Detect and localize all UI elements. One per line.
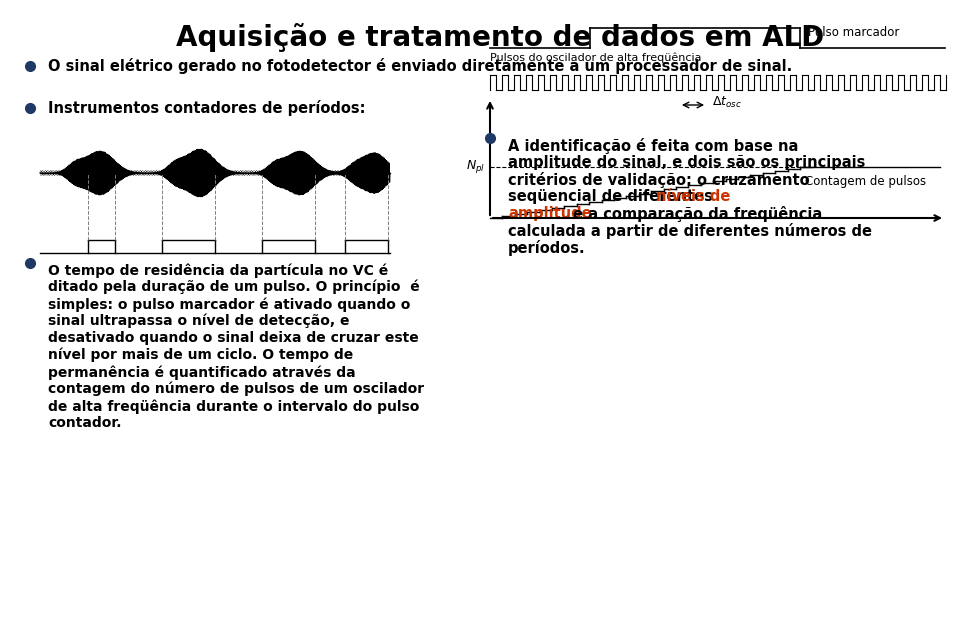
Text: O sinal elétrico gerado no fotodetector é enviado diretamente a um processador d: O sinal elétrico gerado no fotodetector … <box>48 58 792 74</box>
Text: Contagem de pulsos: Contagem de pulsos <box>805 175 926 188</box>
Text: de alta freqüência durante o intervalo do pulso: de alta freqüência durante o intervalo d… <box>48 399 420 413</box>
Text: $N_{pl}$: $N_{pl}$ <box>466 158 485 175</box>
Text: Instrumentos contadores de períodos:: Instrumentos contadores de períodos: <box>48 100 366 116</box>
Text: contagem do número de pulsos de um oscilador: contagem do número de pulsos de um oscil… <box>48 382 424 396</box>
Text: amplitude do sinal, e dois são os principais: amplitude do sinal, e dois são os princi… <box>508 155 865 170</box>
Text: calculada a partir de diferentes números de: calculada a partir de diferentes números… <box>508 223 872 239</box>
Text: e a comparação da freqüência: e a comparação da freqüência <box>568 206 823 222</box>
Text: $\Delta t_{osc}$: $\Delta t_{osc}$ <box>712 94 742 110</box>
Text: seqüencial de diferentes: seqüencial de diferentes <box>508 189 718 204</box>
Text: ditado pela duração de um pulso. O princípio  é: ditado pela duração de um pulso. O princ… <box>48 280 420 295</box>
Text: Pulsos do oscilador de alta freqüência: Pulsos do oscilador de alta freqüência <box>490 52 702 63</box>
Text: Pulso marcador: Pulso marcador <box>808 27 900 40</box>
Text: períodos.: períodos. <box>508 240 586 256</box>
Text: amplitude: amplitude <box>508 206 591 221</box>
Text: nível por mais de um ciclo. O tempo de: nível por mais de um ciclo. O tempo de <box>48 348 353 362</box>
Text: sinal ultrapassa o nível de detecção, e: sinal ultrapassa o nível de detecção, e <box>48 314 349 329</box>
Text: simples: o pulso marcador é ativado quando o: simples: o pulso marcador é ativado quan… <box>48 297 410 311</box>
Text: níveis de: níveis de <box>656 189 731 204</box>
Text: desativado quando o sinal deixa de cruzar este: desativado quando o sinal deixa de cruza… <box>48 331 419 345</box>
Text: contador.: contador. <box>48 416 122 430</box>
Text: Aquisição e tratamento de dados em ALD: Aquisição e tratamento de dados em ALD <box>176 23 824 52</box>
Text: critérios de validação: o cruzamento: critérios de validação: o cruzamento <box>508 172 809 188</box>
Text: A identificação é feita com base na: A identificação é feita com base na <box>508 138 799 154</box>
Text: permanência é quantificado através da: permanência é quantificado através da <box>48 365 355 380</box>
Text: O tempo de residência da partícula no VC é: O tempo de residência da partícula no VC… <box>48 263 388 278</box>
